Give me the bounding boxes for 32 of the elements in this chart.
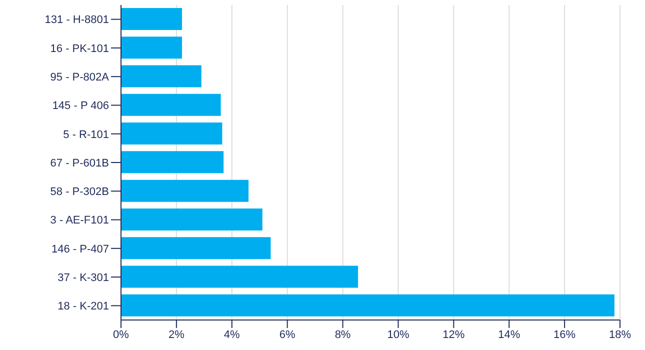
y-tick-label: 146 - P-407 (52, 243, 109, 256)
y-tick-label: 16 - PK-101 (50, 42, 109, 55)
bar (121, 36, 182, 59)
y-tick-label: 67 - P-601B (50, 157, 109, 170)
y-tick-label: 18 - K-201 (58, 300, 109, 313)
bar (121, 294, 614, 316)
bar (121, 8, 182, 30)
y-tick-label: 5 - R-101 (63, 128, 109, 141)
bar (121, 94, 221, 116)
bar (121, 122, 222, 145)
x-tick-label: 6% (279, 328, 296, 341)
x-tick-label: 2% (168, 328, 185, 341)
bar (121, 266, 358, 288)
x-tick-label: 16% (554, 328, 576, 341)
y-tick-label: 95 - P-802A (50, 71, 110, 84)
y-tick-label: 131 - H-8801 (44, 14, 109, 26)
x-tick-label: 8% (334, 328, 351, 341)
y-tick-label: 3 - AE-F101 (50, 214, 109, 227)
bar (121, 151, 224, 174)
bar (121, 237, 271, 260)
y-tick-label: 145 - P 406 (52, 100, 109, 112)
x-tick-label: 10% (387, 328, 410, 341)
x-tick-label: 18% (608, 328, 632, 341)
bar (121, 180, 249, 202)
x-tick-label: 0% (113, 328, 130, 341)
y-tick-label: 58 - P-302B (50, 186, 109, 198)
x-tick-label: 14% (498, 328, 520, 341)
bar (121, 208, 262, 230)
x-tick-label: 12% (442, 328, 465, 341)
bar (121, 65, 202, 88)
x-tick-label: 4% (224, 328, 240, 341)
y-tick-label: 37 - K-301 (58, 272, 109, 284)
